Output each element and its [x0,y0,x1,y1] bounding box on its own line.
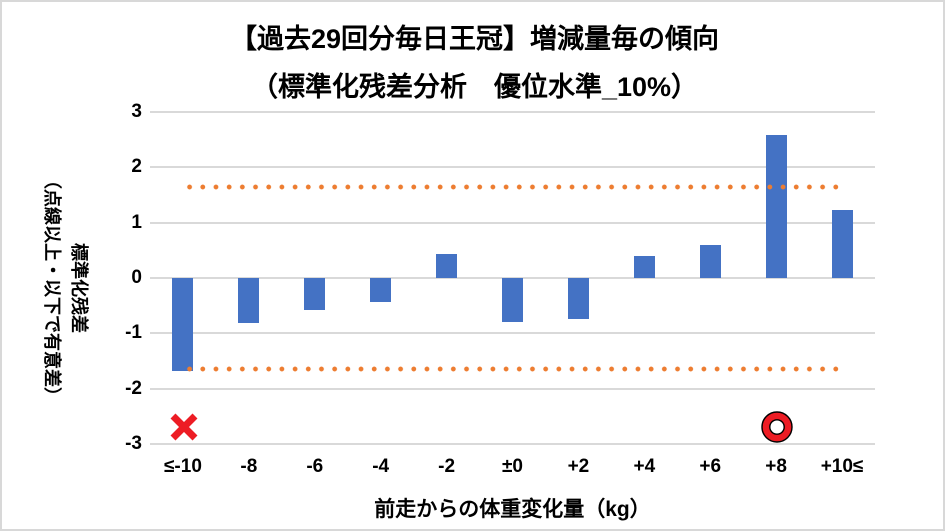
y-tick-label: -1 [125,322,142,344]
bar [699,244,721,278]
x-tick-label: +2 [567,456,590,477]
x-tick-label: +4 [633,456,656,477]
y-tick-label: 0 [131,267,142,288]
bar [436,254,458,278]
x-tick-label: +6 [699,456,722,477]
bar [765,135,787,278]
y-axis-title-line2: （点線以上・以下で有意差） [42,171,62,405]
significance-marker-double-circle [760,410,794,444]
x-tick-label: ≤-10 [164,456,202,477]
y-axis-title-line1: 標準化残差 [69,243,89,333]
chart-title: 【過去29回分毎日王冠】増減量毎の傾向 （標準化残差分析 優位水準_10%） [2,15,945,111]
gridline [150,387,875,390]
double-circle-icon [761,411,793,444]
y-tick-label: 3 [131,101,142,122]
y-axis-tick-labels: 3 2 1 0 -1 -2 -3 [92,101,142,454]
chart-title-line2: （標準化残差分析 優位水準_10%） [250,72,699,102]
gridline [150,221,875,224]
bar [502,278,523,322]
threshold-dotted-line [182,366,843,373]
y-tick-label: 1 [131,211,142,233]
gridline [150,166,875,169]
plot-area: ≤-10 -8 -6 -4 -2 ±0 +2 +4 +6 +8 +10≤ [150,111,875,477]
bar [567,278,589,319]
chart-title-line1: 【過去29回分毎日王冠】増減量毎の傾向 [229,24,720,54]
threshold-dotted-line [182,183,843,190]
x-tick-label: -8 [240,456,258,477]
bar [370,278,392,302]
x-tick-label: +10≤ [820,456,864,477]
x-tick-label: +8 [765,456,787,477]
y-tick-label: -3 [125,433,142,454]
bar [172,278,194,371]
gridline [150,111,875,113]
x-tick-label: -4 [372,456,390,477]
x-tick-label: -6 [306,456,324,477]
bar [304,278,326,310]
bar [238,278,260,323]
y-tick-label: 2 [131,156,142,178]
gridline [150,332,875,335]
bar [633,255,655,278]
x-tick-label: -2 [438,456,456,477]
x-tick-label: ±0 [502,456,523,477]
gridline [150,443,875,445]
bar [831,210,853,278]
x-mark-icon [170,413,198,441]
y-axis-title: 標準化残差 （点線以上・以下で有意差） [36,128,92,448]
significance-marker-x [167,410,201,444]
y-tick-label: -2 [125,377,142,399]
x-axis-title: 前走からの体重変化量（kg） [374,498,651,521]
